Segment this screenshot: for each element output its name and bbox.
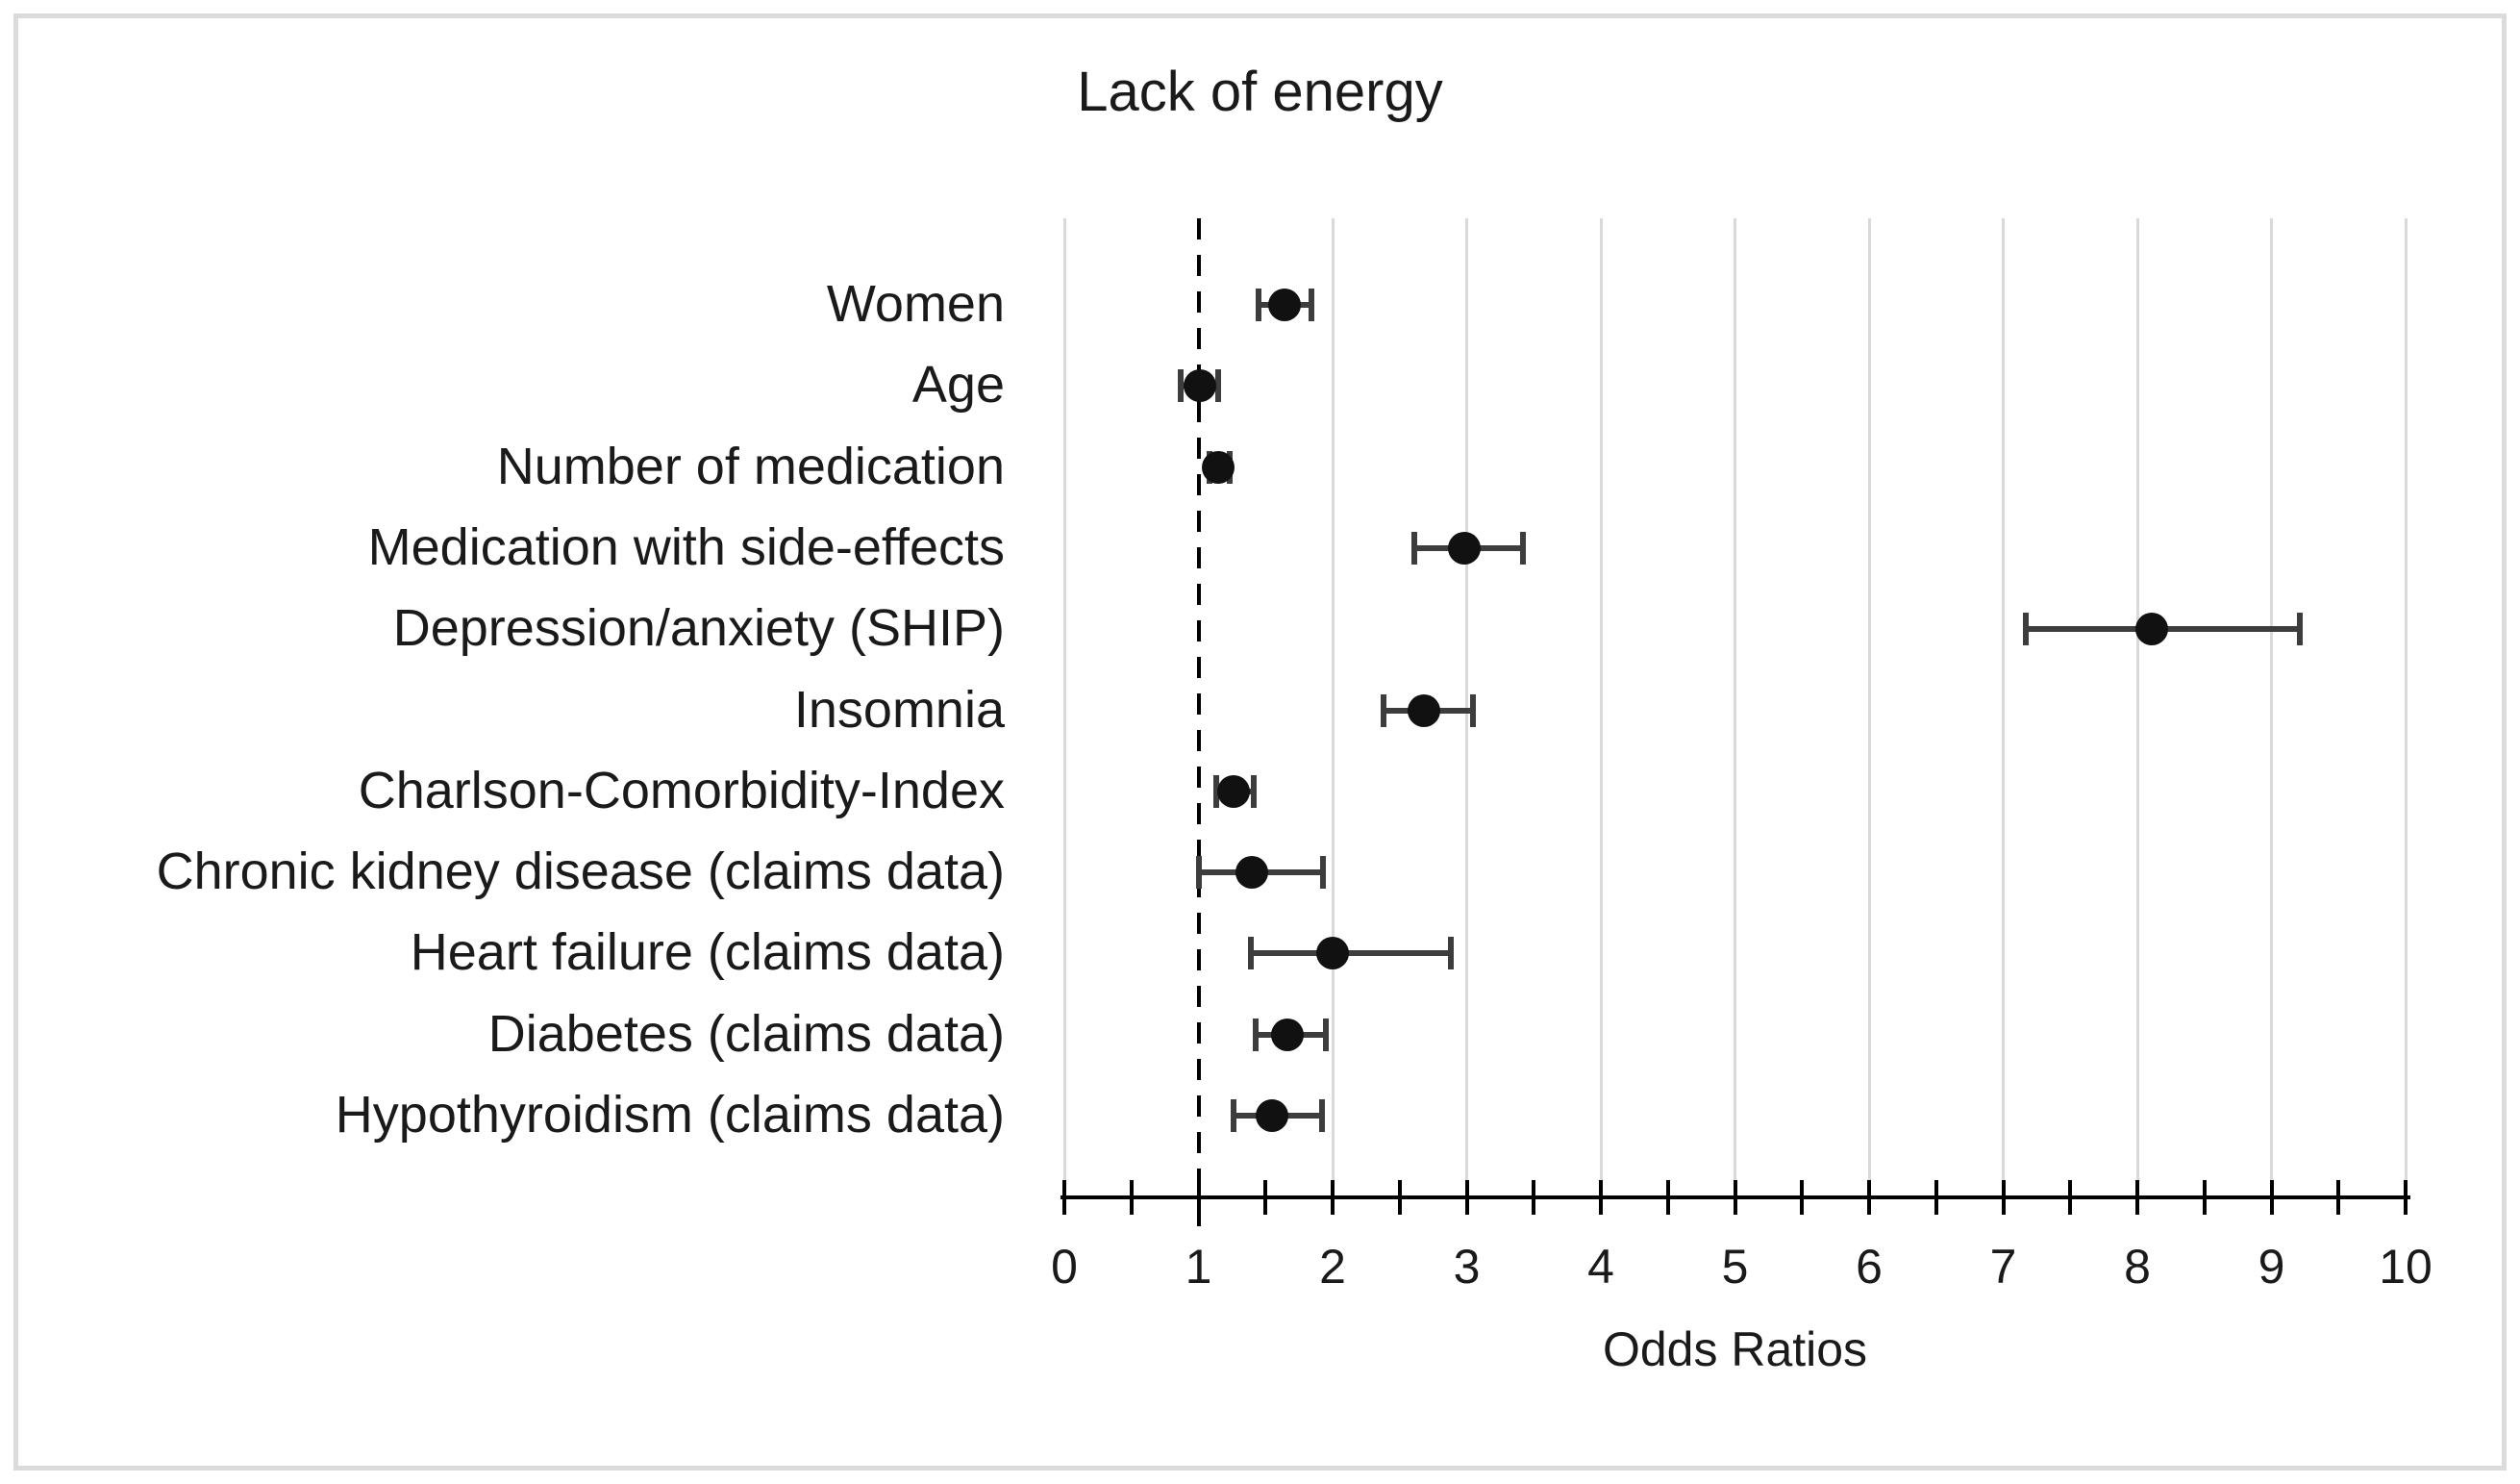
error-bar-cap-high: [1308, 289, 1314, 321]
error-bar-cap-low: [1247, 937, 1254, 970]
x-tick: [1665, 1180, 1670, 1215]
gridline: [2002, 218, 2005, 1197]
x-tick: [2135, 1180, 2139, 1215]
x-tick-label: 5: [1721, 1240, 1749, 1294]
category-label: Charlson-Comorbidity-Index: [358, 761, 1005, 819]
data-point: [1270, 1018, 1304, 1051]
error-bar-cap-low: [1411, 531, 1418, 565]
chart-title: Lack of energy: [1077, 61, 1443, 123]
x-tick: [1867, 1180, 1871, 1215]
x-tick: [1934, 1180, 1938, 1215]
x-tick: [2336, 1180, 2341, 1215]
x-tick: [2068, 1180, 2073, 1215]
category-label: Chronic kidney disease (claims data): [156, 842, 1005, 900]
gridline: [1734, 218, 1736, 1197]
x-tick: [1464, 1180, 1469, 1215]
data-point: [1202, 450, 1235, 484]
category-label: Depression/anxiety (SHIP): [392, 598, 1005, 657]
category-label: Age: [911, 356, 1005, 415]
category-label: Number of medication: [496, 437, 1005, 495]
gridline: [2270, 218, 2273, 1197]
x-tick-label: 0: [1051, 1240, 1078, 1294]
x-tick-label: 7: [1989, 1240, 2017, 1294]
x-tick-label: 8: [2124, 1240, 2151, 1294]
data-point: [1267, 289, 1301, 321]
data-point: [1447, 531, 1481, 565]
error-bar: [1250, 950, 1451, 957]
figure-border: [13, 13, 2507, 1471]
category-label: Women: [826, 274, 1005, 333]
x-tick: [1196, 1180, 1201, 1215]
x-tick: [1129, 1180, 1134, 1215]
data-point: [1235, 856, 1269, 890]
gridline: [2404, 218, 2408, 1197]
error-bar-cap-high: [1215, 369, 1222, 403]
error-bar-cap-high: [1470, 693, 1477, 727]
error-bar-cap-high: [1447, 937, 1454, 970]
x-tick-label: 10: [2379, 1240, 2433, 1294]
error-bar-cap-low: [1253, 1018, 1260, 1051]
error-bar-cap-low: [1178, 369, 1185, 403]
category-label: Insomnia: [793, 680, 1005, 739]
data-point: [1316, 937, 1349, 970]
x-tick: [1733, 1180, 1737, 1215]
gridline: [2135, 218, 2139, 1197]
x-axis-title: Odds Ratios: [1602, 1322, 1868, 1376]
x-tick: [2202, 1180, 2207, 1215]
error-bar-cap-low: [1212, 774, 1219, 808]
x-tick: [1599, 1180, 1603, 1215]
x-tick: [2404, 1180, 2408, 1215]
x-tick: [2269, 1180, 2274, 1215]
category-label: Diabetes (claims data): [487, 1004, 1005, 1063]
x-tick-label: 6: [1856, 1240, 1883, 1294]
x-tick: [1331, 1180, 1335, 1215]
error-bar-cap-high: [1320, 856, 1327, 890]
error-bar-cap-high: [1250, 774, 1257, 808]
error-bar-cap-high: [2296, 613, 2303, 646]
x-tick-label: 1: [1185, 1240, 1212, 1294]
error-bar-cap-high: [1520, 531, 1527, 565]
error-bar-cap-high: [1323, 1018, 1330, 1051]
category-label: Heart failure (claims data): [410, 923, 1005, 982]
x-tick: [1532, 1180, 1536, 1215]
reference-line: [1196, 218, 1201, 1232]
gridline: [1599, 218, 1603, 1197]
error-bar-cap-low: [1381, 693, 1386, 727]
x-tick: [2001, 1180, 2006, 1215]
x-tick: [1397, 1180, 1402, 1215]
x-tick-label: 3: [1453, 1240, 1481, 1294]
x-tick: [1062, 1180, 1066, 1215]
error-bar-cap-low: [1230, 1099, 1236, 1132]
gridline: [1331, 218, 1335, 1197]
data-point: [1216, 774, 1250, 808]
x-tick-label: 4: [1587, 1240, 1614, 1294]
data-point: [1407, 693, 1440, 727]
gridline: [1867, 218, 1871, 1197]
x-tick: [1263, 1180, 1268, 1215]
error-bar-cap-low: [2023, 613, 2030, 646]
data-point: [1183, 369, 1216, 403]
data-point: [1256, 1099, 1289, 1132]
category-label: Hypothyroidism (claims data): [335, 1085, 1005, 1144]
x-tick-label: 2: [1319, 1240, 1346, 1294]
gridline: [1062, 218, 1066, 1197]
error-bar-cap-low: [1256, 289, 1262, 321]
data-point: [2135, 613, 2169, 646]
error-bar-cap-low: [1195, 856, 1202, 890]
x-tick: [1800, 1180, 1805, 1215]
x-tick-label: 9: [2258, 1240, 2285, 1294]
error-bar-cap-high: [1318, 1099, 1325, 1132]
category-label: Medication with side-effects: [367, 517, 1005, 576]
